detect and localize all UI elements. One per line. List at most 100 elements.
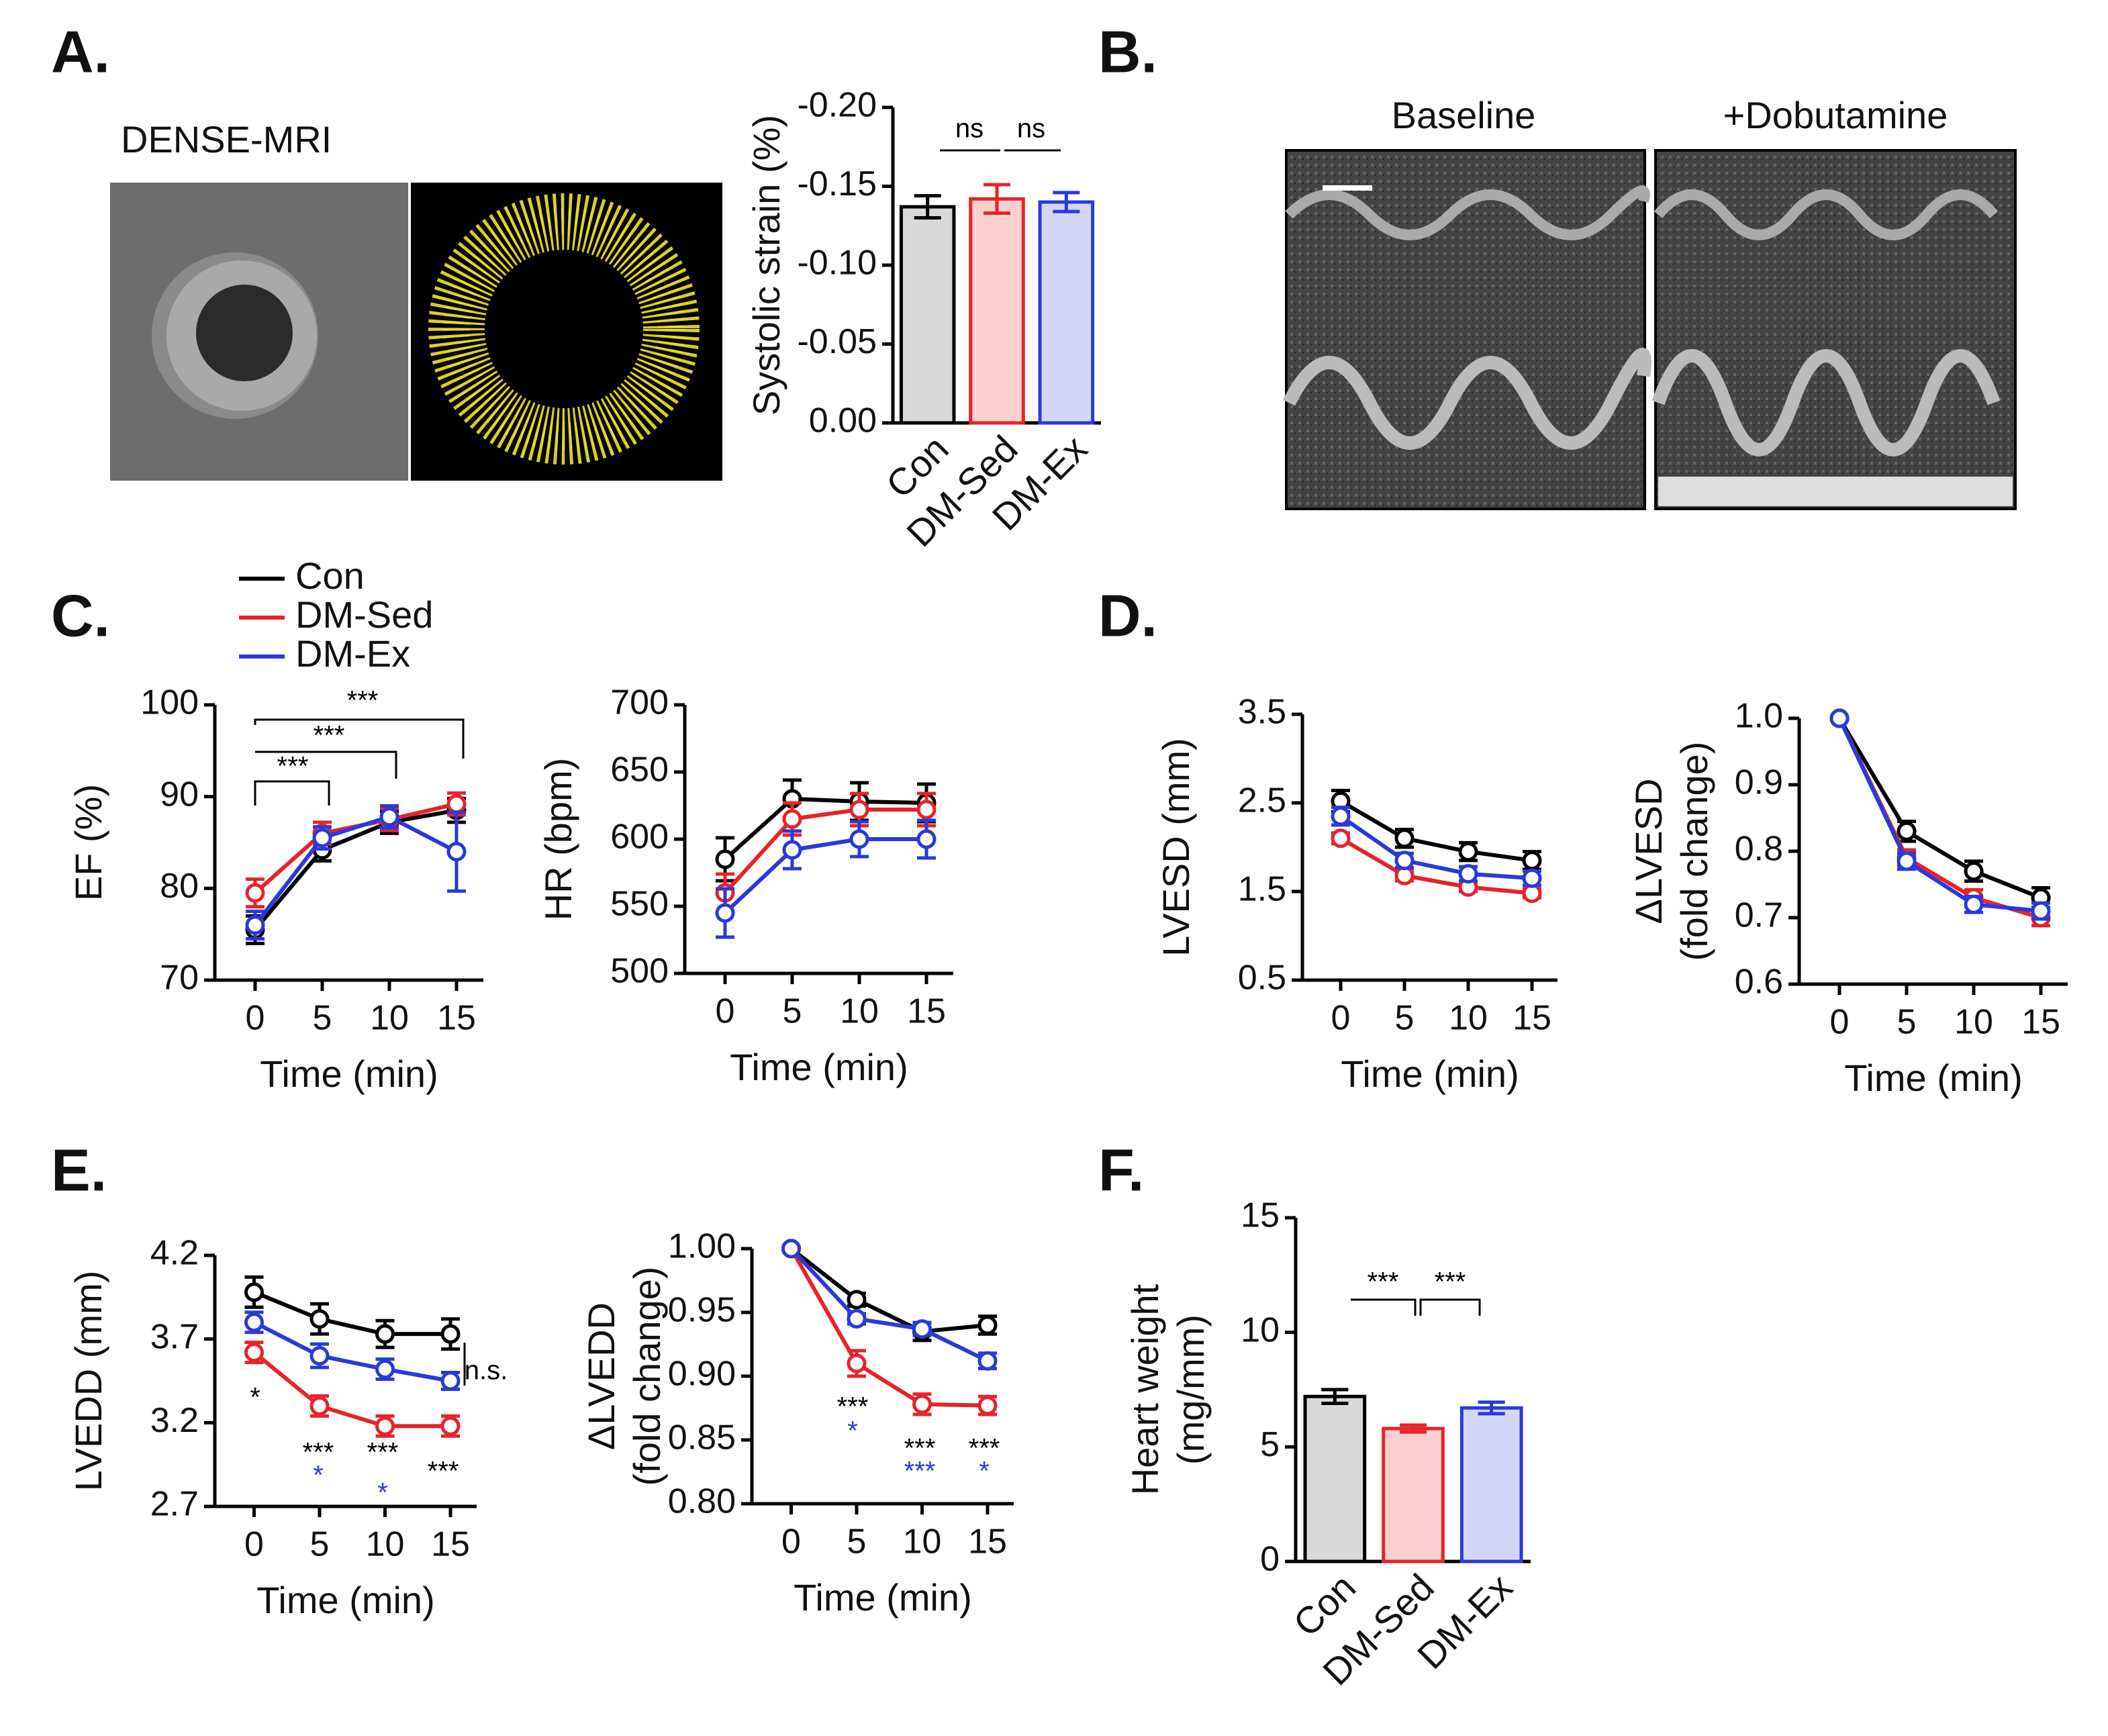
x-tick-label: 5 xyxy=(310,1525,330,1564)
line xyxy=(789,1247,988,1334)
y-axis-label: Heart weight xyxy=(1124,1284,1166,1495)
y-axis-label: LVEDD (mm) xyxy=(67,1271,109,1492)
x-tick-label: 15 xyxy=(2021,1003,2060,1042)
point xyxy=(781,1239,801,1259)
y-tick-label: 0.95 xyxy=(668,1291,736,1330)
y-axis-label: (fold change) xyxy=(1673,742,1715,961)
y-axis-label: HR (bpm) xyxy=(537,758,579,921)
error-bar xyxy=(1053,191,1080,213)
x-tick-label: 5 xyxy=(847,1523,867,1561)
annotation: *** xyxy=(837,1392,869,1422)
point xyxy=(715,849,735,869)
annotation: *** xyxy=(1368,1267,1399,1297)
bracket xyxy=(1351,1298,1417,1316)
annotation: *** xyxy=(969,1434,1000,1463)
point xyxy=(1331,828,1351,849)
y-tick-label: 1.5 xyxy=(1238,870,1286,909)
x-tick-label: 10 xyxy=(903,1523,942,1561)
point xyxy=(977,1315,998,1335)
annotation: * xyxy=(377,1478,388,1508)
y-tick-label: -0.15 xyxy=(797,164,877,203)
panel-letter: C. xyxy=(51,582,110,648)
axis xyxy=(750,1249,1014,1506)
point xyxy=(912,1394,932,1414)
point xyxy=(1394,851,1415,871)
y-axis-label: ΔLVEDD xyxy=(580,1302,622,1450)
y-tick-label: 0.6 xyxy=(1735,963,1783,1002)
point xyxy=(375,1359,395,1380)
annotation: * xyxy=(250,1383,260,1412)
y-tick-label: 0.7 xyxy=(1735,896,1783,935)
x-tick-label: 15 xyxy=(437,999,476,1038)
bar xyxy=(1038,200,1095,425)
point xyxy=(847,1290,867,1310)
y-tick-label: 0.80 xyxy=(668,1482,736,1521)
point xyxy=(849,800,869,820)
point xyxy=(446,794,467,814)
x-axis-label: Time (min) xyxy=(1844,1057,2022,1099)
image-label: Baseline xyxy=(1392,94,1536,136)
y-axis-label: Systolic strain (%) xyxy=(745,115,787,416)
point xyxy=(1458,864,1478,884)
point xyxy=(1458,842,1478,862)
legend-label: DM-Ex xyxy=(295,632,410,675)
annotation: *** xyxy=(347,686,379,716)
y-axis-label: (fold change) xyxy=(626,1267,668,1486)
y-tick-label: -0.10 xyxy=(797,244,877,283)
x-axis-label: Time (min) xyxy=(256,1579,434,1621)
y-tick-label: 3.7 xyxy=(150,1317,199,1356)
x-tick-label: 10 xyxy=(1449,999,1488,1038)
point xyxy=(1964,861,1984,881)
x-tick-label: 10 xyxy=(370,999,409,1038)
line xyxy=(723,796,927,861)
y-tick-label: 15 xyxy=(1241,1196,1280,1235)
x-tick-label: 0 xyxy=(781,1523,801,1561)
panel-letter: B. xyxy=(1098,18,1157,85)
x-axis-label: Time (min) xyxy=(730,1046,908,1088)
x-tick-label: 10 xyxy=(366,1525,405,1564)
annotation: * xyxy=(847,1416,858,1446)
line xyxy=(252,1351,450,1429)
point xyxy=(244,1343,264,1363)
y-tick-label: 2.5 xyxy=(1238,781,1286,820)
y-tick-label: 650 xyxy=(610,751,669,789)
point xyxy=(1522,868,1542,888)
y-tick-label: 90 xyxy=(160,775,199,814)
y-tick-label: 0.5 xyxy=(1238,959,1286,998)
y-tick-label: 100 xyxy=(140,683,199,722)
x-axis-label: Time (min) xyxy=(1341,1053,1519,1095)
point xyxy=(1522,851,1542,871)
point xyxy=(1331,806,1351,826)
y-tick-label: 700 xyxy=(610,683,669,722)
y-tick-label: 3.5 xyxy=(1238,693,1286,732)
annotation: *** xyxy=(904,1457,936,1486)
line xyxy=(253,1290,450,1337)
line xyxy=(253,814,458,926)
point xyxy=(1394,828,1415,849)
panel-letter: A. xyxy=(51,18,110,85)
y-tick-label: 600 xyxy=(610,818,669,857)
x-axis-label: Time (min) xyxy=(794,1576,971,1619)
bracket xyxy=(254,780,330,806)
y-tick-label: 550 xyxy=(610,885,669,924)
bracket xyxy=(1419,1298,1481,1316)
point xyxy=(916,829,937,849)
point xyxy=(1897,821,1917,841)
y-tick-label: 1.0 xyxy=(1735,697,1783,736)
image-label: DENSE-MRI xyxy=(121,118,332,160)
annotation: *** xyxy=(367,1438,399,1467)
point xyxy=(847,1353,867,1373)
error-bar xyxy=(914,194,941,220)
point xyxy=(375,1324,395,1344)
point xyxy=(977,1396,998,1416)
y-axis-label: EF (%) xyxy=(67,784,109,901)
mri-image xyxy=(110,183,722,481)
point xyxy=(977,1351,998,1371)
x-tick-label: 15 xyxy=(968,1523,1007,1561)
annotation: *** xyxy=(428,1457,459,1486)
point xyxy=(782,840,802,860)
point xyxy=(309,1309,330,1329)
annotation: *** xyxy=(303,1438,334,1467)
y-tick-label: 0.00 xyxy=(809,401,877,440)
bar xyxy=(1382,1427,1445,1563)
